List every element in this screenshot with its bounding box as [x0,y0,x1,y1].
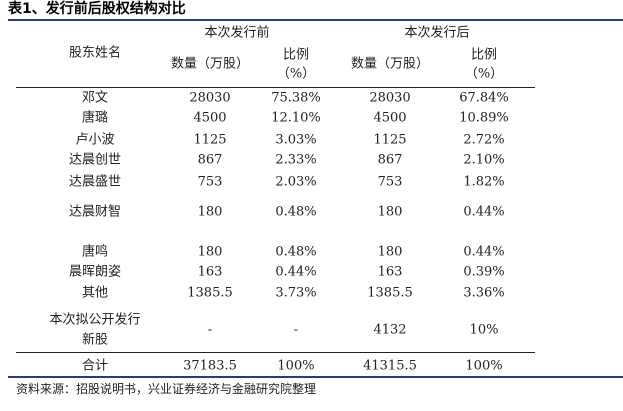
top-rule [8,19,623,21]
table-cell-q2: 1125 [373,132,407,148]
header-before: 本次发行前 [204,25,270,41]
table-cell-name: 其他 [81,285,109,301]
row-name-line1: 本次拟公开发行 [49,312,141,328]
table-cell-name: 唐璐 [81,110,109,126]
table-cell-q1: - [207,322,213,338]
table-cell-q2: 867 [377,152,403,168]
total-pct-before: 100% [277,358,315,374]
table-cell-q1: 163 [197,264,223,280]
row-name-line2: 新股 [81,332,109,348]
table-cell-q1: 28030 [189,90,231,106]
table-cell-p1: 3.03% [275,132,317,148]
table-cell-q1: 4500 [193,110,227,126]
source-note: 资料来源：招股说明书，兴业证券经济与金融研究院整理 [16,382,317,396]
total-name: 合计 [81,358,109,374]
table-cell-q1: 753 [197,174,223,190]
table-cell-q2: 4500 [373,110,407,126]
table-cell-q1: 1385.5 [187,285,233,301]
table-cell-q1: 180 [197,204,223,220]
table-cell-name: 达晨创世 [68,152,122,168]
table-cell-p1: 2.33% [275,152,317,168]
table-cell-p1: 0.48% [275,244,317,260]
table-title: 表1、发行前后股权结构对比 [8,1,186,17]
table-cell-q2: 4132 [373,322,407,338]
table-cell-q2: 180 [377,204,403,220]
table-cell-q2: 1385.5 [367,285,413,301]
table-cell-p2: 0.39% [463,264,505,280]
table-cell-p1: - [293,322,299,338]
table-cell-q1: 180 [197,244,223,260]
table-cell-name: 卢小波 [75,132,115,148]
table-cell-name: 达晨财智 [68,204,122,220]
table-cell-p2: 3.36% [463,285,505,301]
header-pct-before-1: 比例 [282,47,310,63]
total-qty-after: 41315.5 [363,358,417,374]
table-cell-p2: 2.10% [463,152,505,168]
total-pct-after: 100% [465,358,503,374]
table-cell-p2: 10% [469,322,499,338]
table-cell-p1: 75.38% [271,90,321,106]
table-cell-p1: 12.10% [271,110,321,126]
header-qty-after: 数量（万股） [350,56,430,72]
header-pct-after-1: 比例 [470,47,498,63]
table-cell-p1: 0.48% [275,204,317,220]
bottom-rule [8,376,623,378]
table-cell-p1: 2.03% [275,174,317,190]
table-cell-q2: 28030 [369,90,411,106]
header-divider [16,87,535,88]
table-cell-q2: 163 [377,264,403,280]
header-pct-after-2: （%） [464,66,504,82]
header-name: 股东姓名 [68,45,122,61]
table-cell-p2: 67.84% [459,90,509,106]
table-cell-q1: 867 [197,152,223,168]
table-cell-p1: 0.44% [275,264,317,280]
table-cell-name: 达晨盛世 [68,174,122,190]
table-cell-p2: 10.89% [459,110,509,126]
table-cell-p2: 0.44% [463,204,505,220]
header-qty-before: 数量（万股） [170,56,250,72]
table-cell-p2: 0.44% [463,244,505,260]
table-cell-name: 邓文 [81,90,109,106]
table-cell-p2: 1.82% [463,174,505,190]
table-cell-p1: 3.73% [275,285,317,301]
header-pct-before-2: （%） [276,66,316,82]
header-after: 本次发行后 [404,25,470,41]
table-cell-q2: 753 [377,174,403,190]
table-cell-name: 晨晖朗姿 [68,264,122,280]
total-divider [16,352,535,353]
table-cell-q2: 180 [377,244,403,260]
total-qty-before: 37183.5 [183,358,237,374]
table-cell-q1: 1125 [193,132,227,148]
table-cell-p2: 2.72% [463,132,505,148]
table-cell-name: 唐鸣 [81,244,109,260]
